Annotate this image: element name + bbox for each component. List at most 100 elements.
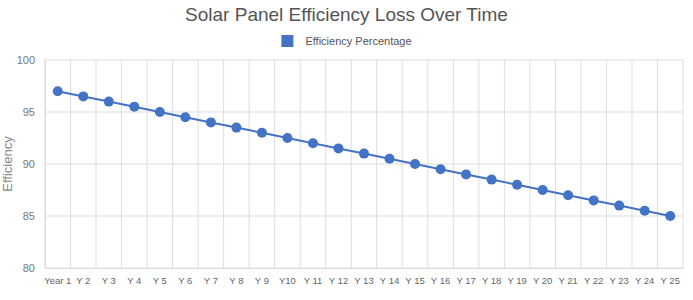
x-tick: Y 18 (482, 268, 501, 286)
series-line (58, 91, 670, 216)
x-grid-line (274, 60, 275, 268)
x-grid-line (631, 60, 632, 268)
data-point (410, 159, 420, 169)
x-grid-line (657, 60, 658, 268)
y-tick-label: 95 (23, 106, 35, 118)
data-point (104, 97, 114, 107)
data-point (308, 138, 318, 148)
x-tick-label: Y 7 (204, 275, 218, 286)
y-tick-label: 85 (23, 210, 35, 222)
x-grid-line (198, 60, 199, 268)
x-grid-line (325, 60, 326, 268)
x-grid-line (453, 60, 454, 268)
y-grid-line (45, 164, 683, 165)
y-tick: 95 (23, 106, 45, 118)
legend-swatch (281, 35, 293, 47)
data-point (589, 195, 599, 205)
x-tick: Year 1 (44, 268, 71, 286)
data-point (155, 107, 165, 117)
x-tick: Y 19 (507, 268, 526, 286)
data-point (180, 112, 190, 122)
x-tick-label: Y10 (279, 275, 296, 286)
x-tick: Y 6 (178, 268, 192, 286)
y-tick-label: 100 (17, 54, 35, 66)
x-grid-line (96, 60, 97, 268)
data-point (640, 206, 650, 216)
x-tick-label: Y 24 (635, 275, 654, 286)
data-point (359, 149, 369, 159)
y-tick-label: 80 (23, 262, 35, 274)
x-tick-label: Y 18 (482, 275, 501, 286)
x-tick-label: Y 2 (76, 275, 90, 286)
data-point (206, 117, 216, 127)
x-tick: Y 14 (380, 268, 399, 286)
y-grid-line (45, 268, 683, 269)
x-tick: Y 13 (354, 268, 373, 286)
x-tick: Y 23 (610, 268, 629, 286)
x-tick-label: Y 19 (507, 275, 526, 286)
x-tick: Y 3 (102, 268, 116, 286)
data-point (78, 91, 88, 101)
data-point (563, 190, 573, 200)
x-tick-label: Y 13 (354, 275, 373, 286)
x-grid-line (300, 60, 301, 268)
data-point (614, 201, 624, 211)
x-tick: Y 4 (127, 268, 141, 286)
y-axis-title: Efficiency (0, 136, 15, 192)
x-tick: Y 11 (304, 268, 323, 286)
x-grid-line (147, 60, 148, 268)
x-grid-line (478, 60, 479, 268)
x-tick: Y 22 (584, 268, 603, 286)
data-point (282, 133, 292, 143)
y-tick: 100 (17, 54, 45, 66)
data-point (538, 185, 548, 195)
x-tick-label: Y 20 (533, 275, 552, 286)
y-tick-label: 90 (23, 158, 35, 170)
x-grid-line (172, 60, 173, 268)
y-grid-line (45, 112, 683, 113)
data-point (461, 169, 471, 179)
legend: Efficiency Percentage (281, 35, 411, 47)
x-tick: Y 8 (229, 268, 243, 286)
x-tick: Y 20 (533, 268, 552, 286)
y-axis: 80 85 90 95 100 (17, 54, 46, 274)
x-tick-label: Y 16 (431, 275, 450, 286)
x-grid-line (223, 60, 224, 268)
data-point (333, 143, 343, 153)
y-tick: 85 (23, 210, 45, 222)
x-tick-label: Y 21 (558, 275, 577, 286)
marks (53, 86, 675, 221)
data-point (487, 175, 497, 185)
data-point (665, 211, 675, 221)
x-tick: Y 9 (255, 268, 269, 286)
x-grid-line (555, 60, 556, 268)
x-tick-label: Y 8 (229, 275, 243, 286)
x-grid-line (504, 60, 505, 268)
x-tick-label: Y 15 (405, 275, 424, 286)
x-grid-line (529, 60, 530, 268)
data-point (129, 102, 139, 112)
y-tick: 80 (23, 262, 45, 274)
x-grid-line (606, 60, 607, 268)
x-tick-label: Y 22 (584, 275, 603, 286)
data-point (436, 164, 446, 174)
x-grid-line (376, 60, 377, 268)
x-tick: Y 2 (76, 268, 90, 286)
chart: 80 85 90 95 100 Year 1 Y 2 Y 3 Y 4 Y 5 Y 6 Y 7 Y 8 Y … (0, 0, 693, 300)
x-grid-line (121, 60, 122, 268)
x-grid-line (402, 60, 403, 268)
y-tick: 90 (23, 158, 45, 170)
data-point (512, 180, 522, 190)
legend-label: Efficiency Percentage (305, 35, 411, 47)
y-grid-line (45, 216, 683, 217)
x-grid-line (427, 60, 428, 268)
grid (45, 60, 683, 268)
title: Solar Panel Efficiency Loss Over Time (185, 4, 508, 25)
x-grid-line (45, 60, 46, 268)
x-tick: Y 5 (153, 268, 167, 286)
x-tick: Y10 (279, 268, 296, 286)
y-grid-line (45, 60, 683, 61)
x-tick-label: Y 25 (661, 275, 680, 286)
x-tick: Y 15 (405, 268, 424, 286)
x-tick-label: Y 6 (178, 275, 192, 286)
